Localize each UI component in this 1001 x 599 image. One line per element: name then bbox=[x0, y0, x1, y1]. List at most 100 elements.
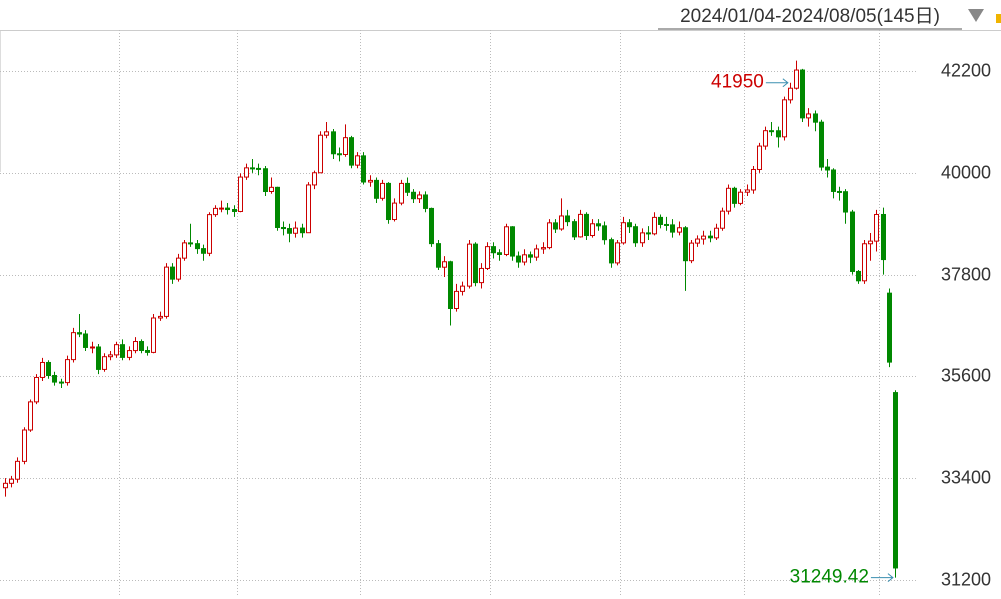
candle-body bbox=[578, 213, 583, 238]
candle-body bbox=[664, 223, 669, 226]
candle-body bbox=[263, 168, 268, 192]
candle-body bbox=[108, 354, 113, 358]
annotation-arrow bbox=[765, 78, 789, 88]
candle-body bbox=[670, 224, 675, 233]
annotation-label: 31249.42 bbox=[790, 567, 869, 588]
candle-body bbox=[275, 186, 280, 228]
candle-body bbox=[40, 361, 45, 378]
candle-body bbox=[769, 130, 774, 133]
candle-body bbox=[763, 130, 768, 147]
candle-body bbox=[825, 166, 830, 171]
candle-body bbox=[120, 344, 125, 358]
candle-body bbox=[460, 285, 465, 292]
candle-body bbox=[831, 169, 836, 192]
candle-body bbox=[374, 179, 379, 199]
candle-body bbox=[46, 361, 51, 377]
candle-body bbox=[572, 221, 577, 238]
candle-body bbox=[318, 134, 323, 174]
candle-body bbox=[232, 209, 237, 212]
candle-body bbox=[133, 341, 138, 352]
candle-body bbox=[250, 167, 255, 170]
candle-body bbox=[343, 137, 348, 155]
candle-body bbox=[615, 242, 620, 264]
candle-body bbox=[850, 211, 855, 272]
candle-body bbox=[182, 242, 187, 259]
candle-body bbox=[856, 270, 861, 282]
candle-body bbox=[534, 248, 539, 258]
candle-body bbox=[745, 189, 750, 193]
candle-body bbox=[584, 213, 589, 237]
candle-body bbox=[652, 216, 657, 235]
candle-body bbox=[794, 69, 799, 89]
candle-body bbox=[479, 267, 484, 284]
candle-body bbox=[238, 176, 243, 212]
candle-body bbox=[34, 376, 39, 403]
candle-body bbox=[565, 215, 570, 223]
candle-body bbox=[837, 190, 842, 193]
candle-body bbox=[497, 252, 502, 255]
candle-body bbox=[114, 344, 119, 356]
candle-body bbox=[145, 349, 150, 353]
candle-body bbox=[590, 223, 595, 237]
candle-body bbox=[782, 99, 787, 138]
candle-body bbox=[355, 155, 360, 166]
candle-body bbox=[436, 243, 441, 268]
candle-body bbox=[201, 248, 206, 254]
candle-body bbox=[399, 182, 404, 204]
candle-body bbox=[504, 226, 509, 255]
candle-body bbox=[448, 261, 453, 310]
candle-body bbox=[22, 429, 27, 462]
y-tick-label: 42200 bbox=[941, 60, 991, 80]
candle-body bbox=[633, 226, 638, 244]
candle-body bbox=[485, 246, 490, 269]
candle-body bbox=[188, 242, 193, 245]
candle-body bbox=[207, 214, 212, 254]
candle-body bbox=[454, 290, 459, 310]
candle-body bbox=[695, 238, 700, 244]
candle-body bbox=[627, 222, 632, 228]
candle-body bbox=[151, 317, 156, 353]
candle-body bbox=[170, 266, 175, 280]
candle-body bbox=[281, 226, 286, 230]
candle-body bbox=[868, 240, 873, 245]
candle-body bbox=[806, 113, 811, 119]
candle-body bbox=[392, 202, 397, 221]
candle-body bbox=[176, 257, 181, 280]
candle-body bbox=[312, 172, 317, 186]
candle-body bbox=[83, 333, 88, 348]
candle-body bbox=[751, 168, 756, 191]
candle-body bbox=[738, 191, 743, 204]
candle-body bbox=[411, 191, 416, 200]
candle-body bbox=[819, 121, 824, 168]
y-tick-label: 31200 bbox=[941, 569, 991, 589]
candle-body bbox=[491, 246, 496, 254]
candle-body bbox=[127, 350, 132, 358]
candle-body bbox=[541, 247, 546, 250]
dropdown-icon[interactable] bbox=[968, 9, 984, 22]
candle-body bbox=[269, 186, 274, 192]
candle-body bbox=[349, 137, 354, 166]
candle-body bbox=[559, 215, 564, 230]
candle-body bbox=[306, 184, 311, 234]
candle-body bbox=[71, 332, 76, 361]
candle-body bbox=[516, 255, 521, 263]
candle-body bbox=[77, 332, 82, 335]
candle-body bbox=[813, 113, 818, 123]
candle-body bbox=[553, 222, 558, 230]
candle-body bbox=[658, 216, 663, 225]
candle-body bbox=[510, 226, 515, 257]
candle-body bbox=[9, 478, 14, 484]
y-tick-label: 35600 bbox=[941, 365, 991, 385]
candle-body bbox=[324, 131, 329, 136]
candle-body bbox=[714, 227, 719, 239]
candle-body bbox=[640, 232, 645, 244]
marker bbox=[996, 14, 1001, 23]
candle-body bbox=[287, 228, 292, 234]
candle-body bbox=[621, 222, 626, 244]
candle-body bbox=[368, 179, 373, 183]
chart-title: 2024/01/04-2024/08/05(145日) bbox=[680, 6, 940, 27]
candle-body bbox=[195, 243, 200, 250]
candle-body bbox=[862, 243, 867, 282]
candle-body bbox=[331, 131, 336, 155]
